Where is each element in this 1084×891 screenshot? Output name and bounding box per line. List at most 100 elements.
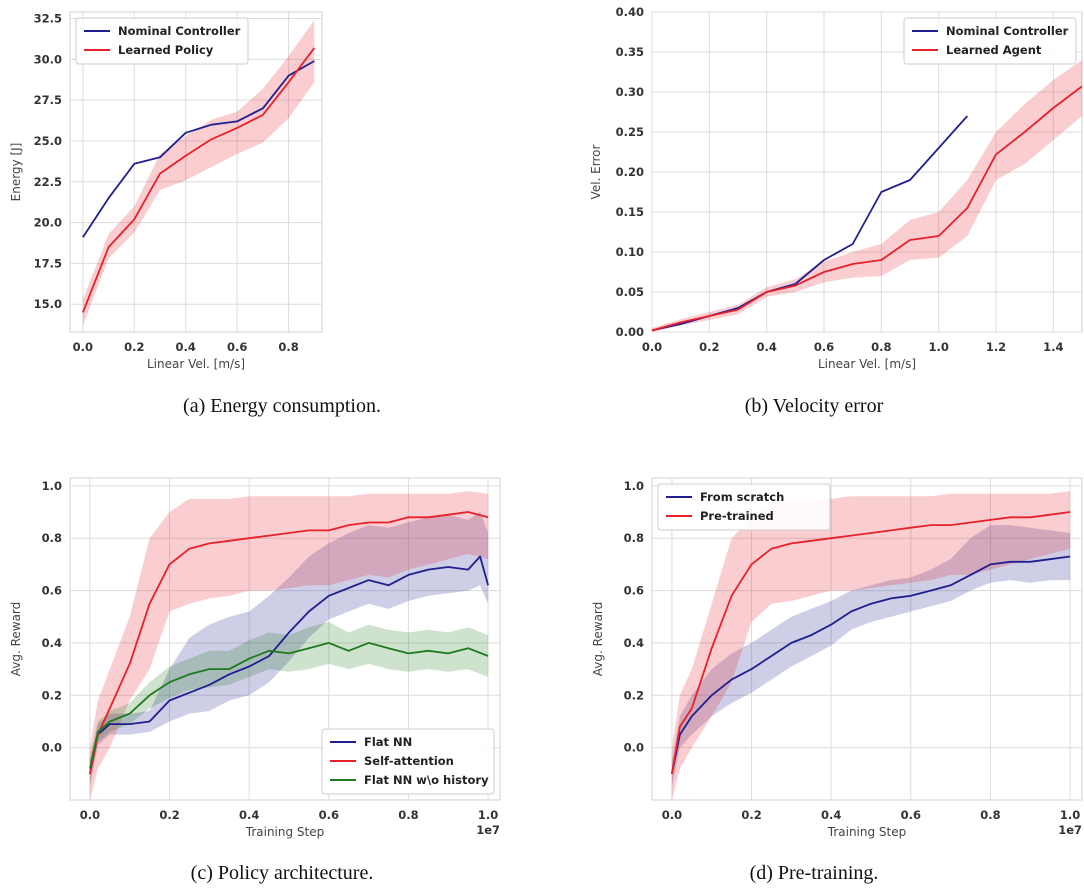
- y-tick-label: 1.0: [624, 479, 644, 493]
- caption-a: (a) Energy consumption.: [183, 395, 381, 417]
- x-tick-label: 0.0: [662, 808, 682, 822]
- legend-box: [657, 483, 831, 531]
- series-line: [652, 85, 1082, 332]
- y-tick-label: 0.0: [42, 741, 62, 755]
- y-tick-label: 0.2: [624, 688, 644, 702]
- x-tick-label: 0.2: [124, 340, 144, 354]
- legend-label: Flat NN w\o history: [364, 773, 489, 787]
- caption-c: (c) Policy architecture.: [190, 862, 374, 884]
- confidence-band: [89, 622, 489, 780]
- y-tick-label: 0.15: [616, 205, 644, 219]
- x-tick-label: 0.8: [871, 340, 891, 354]
- confidence-band: [671, 491, 1071, 800]
- series-line: [82, 60, 315, 238]
- y-tick-label: 0.6: [624, 584, 644, 598]
- legend: From scratch Pre-trained: [657, 483, 831, 531]
- y-tick-label: 0.8: [42, 531, 62, 545]
- y-tick-label: 1.0: [42, 479, 62, 493]
- legend: Flat NN Self-attention Flat NN w\o history: [321, 728, 495, 795]
- y-tick-label: 0.25: [616, 125, 644, 139]
- x-axis-label: Linear Vel. [m/s]: [147, 357, 245, 371]
- x-tick-label: 0.4: [821, 808, 841, 822]
- y-axis-label: Avg. Reward: [591, 602, 605, 677]
- x-tick-label: 0.4: [239, 808, 259, 822]
- plot-area: [651, 477, 1083, 801]
- y-tick-label: 0.2: [42, 688, 62, 702]
- legend-label: Nominal Controller: [946, 24, 1069, 38]
- series-line: [89, 642, 489, 769]
- y-tick-label: 20.0: [34, 216, 62, 230]
- x-scale-label: 1e7: [1058, 823, 1082, 837]
- x-tick-label: 0.8: [278, 340, 298, 354]
- legend-label: Pre-trained: [700, 509, 774, 523]
- legend: Nominal Controller Learned Agent: [903, 17, 1077, 65]
- series-line: [671, 555, 1071, 774]
- y-tick-label: 0.05: [616, 285, 644, 299]
- confidence-band: [89, 491, 489, 800]
- y-tick-label: 27.5: [34, 93, 62, 107]
- legend-label: Self-attention: [364, 754, 454, 768]
- x-axis-label: Linear Vel. [m/s]: [818, 357, 916, 371]
- x-tick-label: 0.2: [699, 340, 719, 354]
- x-tick-label: 0.8: [398, 808, 418, 822]
- series-line: [89, 555, 489, 774]
- series-line: [671, 511, 1071, 774]
- series-line: [82, 47, 316, 313]
- x-tick-label: 0.0: [642, 340, 662, 354]
- y-tick-label: 0.4: [42, 636, 62, 650]
- x-tick-label: 1.0: [1060, 808, 1080, 822]
- legend-label: Flat NN: [364, 735, 412, 749]
- y-tick-label: 0.10: [616, 245, 644, 259]
- y-axis-label: Avg. Reward: [9, 602, 23, 677]
- y-tick-label: 17.5: [34, 256, 62, 270]
- y-axis-label: Energy [J]: [9, 143, 23, 202]
- series-line: [89, 511, 489, 774]
- confidence-band: [82, 20, 315, 326]
- legend-label: Nominal Controller: [118, 24, 241, 38]
- x-tick-label: 0.0: [80, 808, 100, 822]
- legend-label: Learned Policy: [118, 43, 214, 57]
- y-tick-label: 25.0: [34, 134, 62, 148]
- y-tick-label: 0.40: [616, 5, 644, 19]
- x-tick-label: 0.6: [319, 808, 339, 822]
- y-tick-label: 0.6: [42, 584, 62, 598]
- y-tick-label: 0.30: [616, 85, 644, 99]
- y-tick-label: 0.35: [616, 45, 644, 59]
- x-tick-label: 0.2: [741, 808, 761, 822]
- y-tick-label: 32.5: [34, 12, 62, 26]
- x-tick-label: 1.2: [986, 340, 1006, 354]
- legend-box: [321, 728, 495, 795]
- x-tick-label: 0.4: [756, 340, 776, 354]
- chart-2: 0.0 0.2 0.4 0.6 0.8 1.0 0.0 0.2 0.4 0.6 0.8 1.0 Trai…: [9, 477, 501, 839]
- series-group: [652, 60, 1082, 332]
- y-tick-label: 0.00: [616, 325, 644, 339]
- x-scale-label: 1e7: [476, 823, 500, 837]
- confidence-band: [89, 512, 489, 787]
- y-tick-label: 0.20: [616, 165, 644, 179]
- y-tick-label: 0.8: [624, 531, 644, 545]
- legend: Nominal Controller Learned Policy: [75, 17, 249, 65]
- confidence-band: [671, 525, 1071, 787]
- legend-label: Learned Agent: [946, 43, 1042, 57]
- x-tick-label: 0.8: [980, 808, 1000, 822]
- legend-label: From scratch: [700, 490, 784, 504]
- caption-b: (b) Velocity error: [744, 395, 884, 417]
- y-tick-label: 0.0: [624, 741, 644, 755]
- x-tick-label: 0.6: [901, 808, 921, 822]
- y-axis-label: Vel. Error: [589, 144, 603, 199]
- x-tick-label: 1.0: [478, 808, 498, 822]
- x-tick-label: 0.2: [159, 808, 179, 822]
- x-tick-label: 0.0: [73, 340, 93, 354]
- x-tick-label: 0.6: [814, 340, 834, 354]
- series-group: [671, 491, 1071, 800]
- x-tick-label: 0.6: [227, 340, 247, 354]
- legend-box: [903, 17, 1077, 65]
- x-tick-label: 1.0: [928, 340, 948, 354]
- x-axis-label: Training Step: [245, 825, 325, 839]
- y-tick-label: 0.4: [624, 636, 644, 650]
- x-tick-label: 0.4: [176, 340, 196, 354]
- plot-area: [69, 11, 323, 333]
- y-tick-label: 22.5: [34, 175, 62, 189]
- y-tick-label: 30.0: [34, 52, 62, 66]
